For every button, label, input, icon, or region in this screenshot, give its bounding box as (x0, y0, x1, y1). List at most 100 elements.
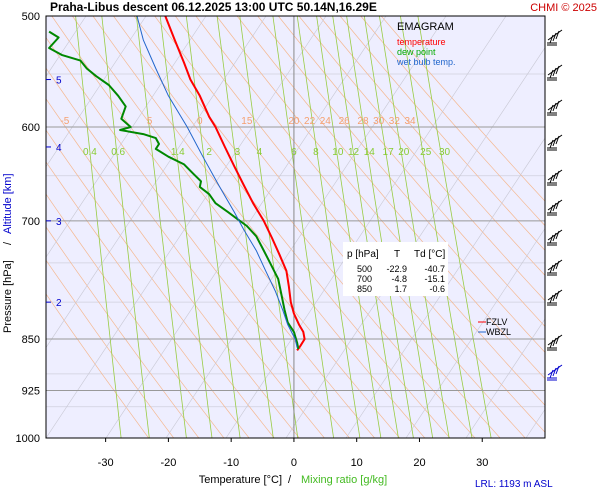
table-cell-td: -0.6 (429, 284, 445, 294)
reference-line (46, 16, 267, 349)
x-tick-label: 20 (413, 457, 425, 469)
dry-adiabat (380, 16, 545, 202)
dry-adiabat (46, 129, 275, 438)
mixing-ratio-label: 0.4 (83, 147, 97, 158)
mixing-ratio-line (239, 16, 299, 438)
table-cell-p: 700 (357, 274, 372, 284)
mixing-ratio-line (417, 16, 492, 438)
mixing-ratio-line (185, 16, 241, 438)
x-tick-label: -30 (98, 457, 114, 469)
legend-dew-point: dew point (397, 47, 436, 57)
mixing-ratio-label: 2 (206, 147, 212, 158)
dry-adiabat-label: 20 (288, 116, 300, 127)
reference-line (465, 318, 545, 438)
altitude-label: 2 (56, 298, 62, 309)
wet-bulb-temp-series-line (136, 15, 298, 348)
mixing-ratio-label: 10 (332, 147, 344, 158)
dry-adiabat (46, 67, 325, 438)
y-axis-title-separator: / (2, 241, 14, 245)
reference-line (345, 137, 545, 438)
x-tick-label: 30 (476, 457, 488, 469)
table-header-p: p [hPa] (347, 249, 379, 260)
dry-adiabat-label: 15 (241, 116, 253, 127)
mixing-ratio-label: 4 (257, 147, 263, 158)
table-cell-td: -15.1 (424, 274, 445, 284)
wbzl-label: WBZL (486, 327, 511, 337)
reference-line (405, 227, 545, 438)
altitude-label: 5 (56, 76, 62, 87)
dry-adiabat-label: 22 (304, 116, 316, 127)
wind-barb-icon (547, 64, 563, 81)
dry-adiabat (46, 98, 300, 438)
dry-adiabat-label: 5 (147, 116, 153, 127)
y-tick-label: 700 (22, 216, 40, 228)
plot-frame (45, 15, 546, 439)
wind-barb-icon (547, 169, 563, 186)
table-header-td: Td [°C] (414, 249, 445, 260)
dry-adiabat-label: 0 (197, 116, 203, 127)
x-tick-label: -20 (160, 457, 176, 469)
wind-barb-icon (547, 199, 563, 216)
reference-line (165, 16, 447, 438)
table-cell-t: -22.9 (386, 264, 407, 274)
wind-barb-icon (547, 229, 563, 246)
y-axis-title-altitude: Altitude [km] (2, 173, 14, 234)
plot-background (46, 16, 545, 438)
wind-barb-icon (547, 289, 563, 306)
mixing-ratio-label: 8 (313, 147, 319, 158)
mixing-ratio-label: 0.6 (111, 147, 125, 158)
wind-barb-icon (547, 29, 563, 46)
mixing-ratio-label: 1.4 (171, 147, 185, 158)
mixing-ratio-label: 6 (291, 147, 297, 158)
dry-adiabat-label: 28 (357, 116, 369, 127)
mixing-ratio-label: 14 (364, 147, 376, 158)
table-cell-p: 500 (357, 264, 372, 274)
dew-pointseries-line (48, 30, 300, 350)
wind-barb-icon (547, 259, 563, 276)
altitude-label: 3 (56, 217, 62, 228)
wind-barb-icon (547, 99, 563, 116)
dry-adiabat (46, 293, 149, 438)
dry-adiabat-label: 24 (320, 116, 332, 127)
table-cell-t: -4.8 (391, 274, 407, 284)
mixing-ratio-line (101, 16, 150, 438)
y-axis-title-pressure: Pressure [hPa] (2, 260, 14, 333)
y-tick-label: 925 (22, 386, 40, 398)
summary-table-bg (343, 242, 448, 296)
mixing-ratio-line (272, 16, 334, 438)
x-axis-title-mixing-ratio: Mixing ratio [g/kg] (301, 474, 387, 486)
y-tick-label: 1000 (16, 433, 40, 445)
temperatureseries-line (164, 15, 306, 351)
mixing-ratio-label: 30 (439, 147, 451, 158)
dry-adiabat-label: -5 (60, 116, 69, 127)
dry-adiabat (46, 36, 350, 438)
mixing-ratio-line (136, 16, 187, 438)
x-tick-label: 10 (351, 457, 363, 469)
reference-line (46, 16, 207, 258)
wind-barb-icon (547, 364, 563, 381)
dry-adiabat (257, 16, 545, 353)
dry-adiabat (46, 259, 174, 438)
wind-barb-icon (547, 334, 563, 351)
mixing-ratio-line (159, 16, 213, 438)
mixing-ratio-label: 17 (383, 147, 395, 158)
dry-adiabat-label: 30 (373, 116, 385, 127)
mixing-ratio-label: 12 (348, 147, 360, 158)
table-cell-p: 850 (357, 284, 372, 294)
x-tick-label: -10 (223, 457, 239, 469)
x-axis-title-separator: / (288, 474, 292, 486)
dry-adiabat (51, 16, 375, 438)
dry-adiabat (360, 16, 545, 227)
dry-adiabat (339, 16, 545, 251)
fzlv-label: FZLV (486, 317, 507, 327)
dry-adiabat (46, 193, 225, 438)
table-header-t: T (394, 249, 400, 260)
mixing-ratio-label: 3 (235, 147, 241, 158)
legend-temperature: temperature (397, 37, 446, 47)
reference-line (105, 16, 387, 438)
copyright-label: CHMI © 2025 (530, 2, 597, 14)
mixing-ratio-label: 25 (420, 147, 432, 158)
dry-adiabat (46, 161, 250, 438)
mixing-ratio-line (216, 16, 274, 438)
dry-adiabat (72, 16, 400, 438)
